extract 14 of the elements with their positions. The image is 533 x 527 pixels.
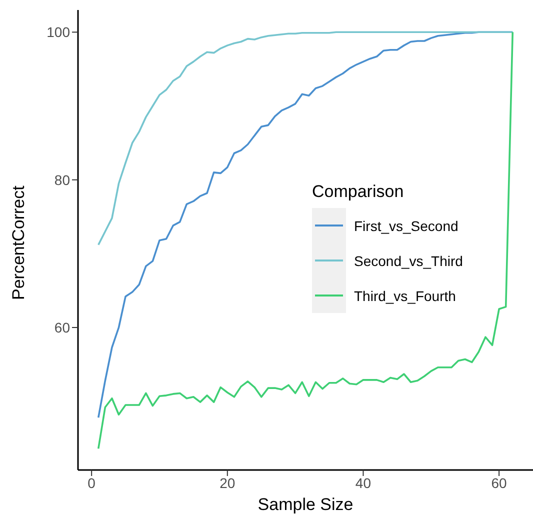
y-tick-label: 100 (46, 24, 70, 40)
x-axis-title: Sample Size (258, 495, 354, 514)
y-tick-label: 60 (54, 319, 70, 336)
x-tick-label: 0 (88, 474, 96, 491)
x-tick-label: 40 (355, 474, 372, 491)
x-tick-label: 20 (220, 474, 236, 491)
y-axis-title: PercentCorrect (9, 185, 28, 300)
legend-label: Third_vs_Fourth (354, 288, 456, 304)
x-tick-label: 60 (491, 474, 508, 491)
line-series (97, 31, 514, 246)
legend-label: First_vs_Second (354, 218, 458, 234)
y-tick-label: 80 (54, 172, 70, 188)
legend-title: Comparison (312, 182, 405, 202)
legend-label: Second_vs_Third (354, 252, 463, 268)
